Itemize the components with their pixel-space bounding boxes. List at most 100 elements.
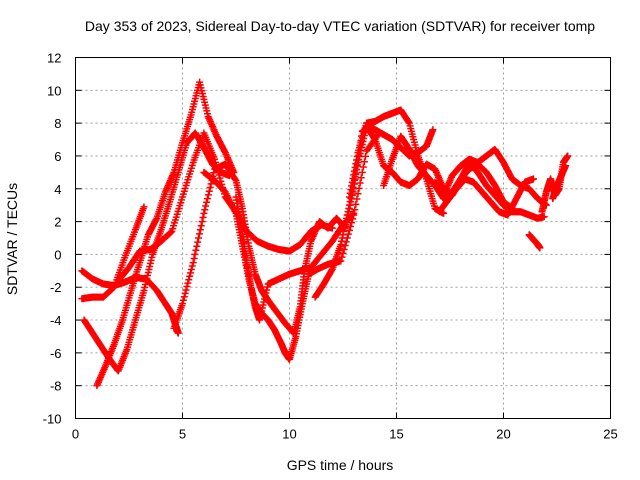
data-point-marker [181,289,189,297]
data-series [435,175,537,219]
x-tick-label: 25 [603,427,617,442]
data-point-marker [167,228,175,236]
y-tick-label: -6 [50,346,62,361]
data-point-marker [350,209,358,217]
data-point-marker [529,175,537,183]
data-point-marker [355,184,363,192]
data-point-marker [440,209,448,217]
data-point-marker [199,213,207,221]
data-point-marker [184,279,192,287]
plot-frame [75,57,611,419]
data-point-marker [207,180,215,188]
data-point-marker [354,190,362,198]
data-point-marker [358,168,366,176]
y-tick-label: 12 [47,51,61,66]
y-tick-label: -10 [43,412,62,427]
data-point-marker [340,245,348,253]
data-point-marker [205,187,213,195]
data-point-marker [197,222,205,230]
data-point-marker [180,293,188,301]
data-points [78,78,572,390]
data-series [549,162,570,203]
data-point-marker [193,242,201,250]
y-axis-label: SDTVAR / TECUs [4,183,20,295]
y-tick-label: -4 [50,313,62,328]
data-series [311,122,437,301]
data-point-marker [187,269,195,277]
y-tick-label: -8 [50,379,62,394]
data-point-marker [361,152,369,160]
data-point-marker [341,242,349,250]
data-point-marker [564,152,572,160]
data-point-marker [353,195,361,203]
y-tick-label: 0 [54,247,61,262]
data-series [232,193,358,324]
data-point-marker [231,175,239,183]
y-tick-label: 10 [47,83,61,98]
data-point-marker [183,283,191,291]
y-tick-label: -2 [50,280,62,295]
data-point-marker [211,155,219,163]
data-point-marker [562,162,570,170]
data-point-marker [174,329,182,337]
y-tick-label: 6 [54,149,61,164]
data-series [78,267,182,337]
data-point-marker [200,209,208,217]
chart-title: Day 353 of 2023, Sidereal Day-to-day VTE… [85,18,595,34]
data-point-marker [210,169,218,177]
data-point-marker [201,206,209,214]
data-point-marker [359,163,367,171]
data-point-marker [179,300,186,308]
data-point-marker [540,213,548,221]
data-series [78,203,148,303]
data-point-marker [536,244,544,252]
data-point-marker [198,218,206,226]
data-series [80,129,234,375]
data-point-marker [202,202,210,210]
y-tick-label: 8 [54,116,61,131]
data-point-marker [140,203,148,211]
data-point-marker [429,126,437,134]
data-point-marker [216,174,224,182]
x-tick-label: 5 [179,427,186,442]
data-point-marker [187,265,195,273]
y-tick-label: 2 [54,215,61,230]
data-point-marker [189,259,197,267]
data-point-marker [206,184,214,192]
y-tick-label: 4 [54,182,61,197]
data-point-marker [185,276,193,284]
data-point-marker [204,191,212,199]
data-point-marker [357,174,365,182]
data-point-marker [195,230,203,238]
x-tick-label: 0 [72,427,79,442]
data-point-marker [190,255,198,263]
data-point-marker [351,206,359,214]
data-point-marker [348,219,356,227]
data-series [200,129,383,363]
data-point-marker [188,262,196,270]
data-series [525,231,544,252]
data-series [93,78,238,390]
data-point-marker [179,296,187,304]
data-point-marker [195,234,203,242]
data-point-marker [360,158,368,166]
data-point-marker [186,272,194,280]
axis-ticks: 0 5 10 15 20 25 -10 -8 -6 -4 -2 0 2 4 6 8 10 12 [43,51,618,442]
data-series [345,106,448,217]
data-point-marker [203,195,211,203]
x-tick-label: 15 [389,427,403,442]
data-point-marker [203,198,211,206]
x-tick-label: 20 [496,427,510,442]
data-point-marker [356,179,364,187]
data-point-marker [215,171,223,179]
data-point-marker [211,158,219,166]
x-tick-label: 10 [282,427,296,442]
data-point-marker [192,246,200,254]
data-point-marker [196,226,204,234]
data-point-marker [345,226,353,234]
data-point-marker [182,286,190,294]
x-axis-label: GPS time / hours [287,457,394,473]
data-point-marker [346,223,354,231]
data-point-marker [194,238,202,246]
